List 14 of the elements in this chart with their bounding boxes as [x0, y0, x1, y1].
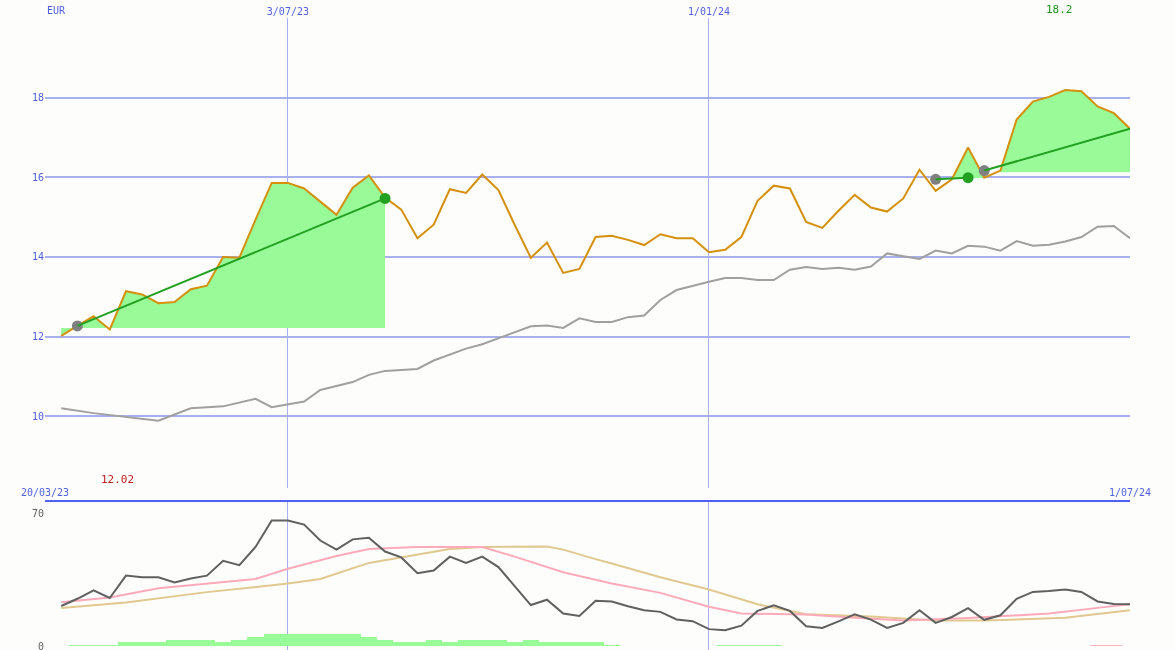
text: 18.2 [1046, 3, 1073, 16]
y-tick-label: 0 [37, 640, 44, 650]
x-tick-label: 1/01/24 [687, 6, 731, 17]
annotation: 12.02 [101, 473, 135, 486]
x-tick-label: 20/03/23 [20, 487, 70, 498]
y-tick-label: 18 [31, 92, 44, 104]
x-tick-label: 1/07/24 [1108, 487, 1152, 498]
x-tick-label: 3/07/23 [266, 6, 309, 17]
y-tick-label: 16 [31, 171, 44, 183]
y-tick-label: 70 [31, 507, 44, 519]
y-tick-label: 14 [31, 251, 44, 263]
y-axis-title: EUR [47, 5, 67, 16]
y-tick-label: 10 [31, 410, 44, 422]
y-tick-label: 12 [31, 331, 44, 343]
